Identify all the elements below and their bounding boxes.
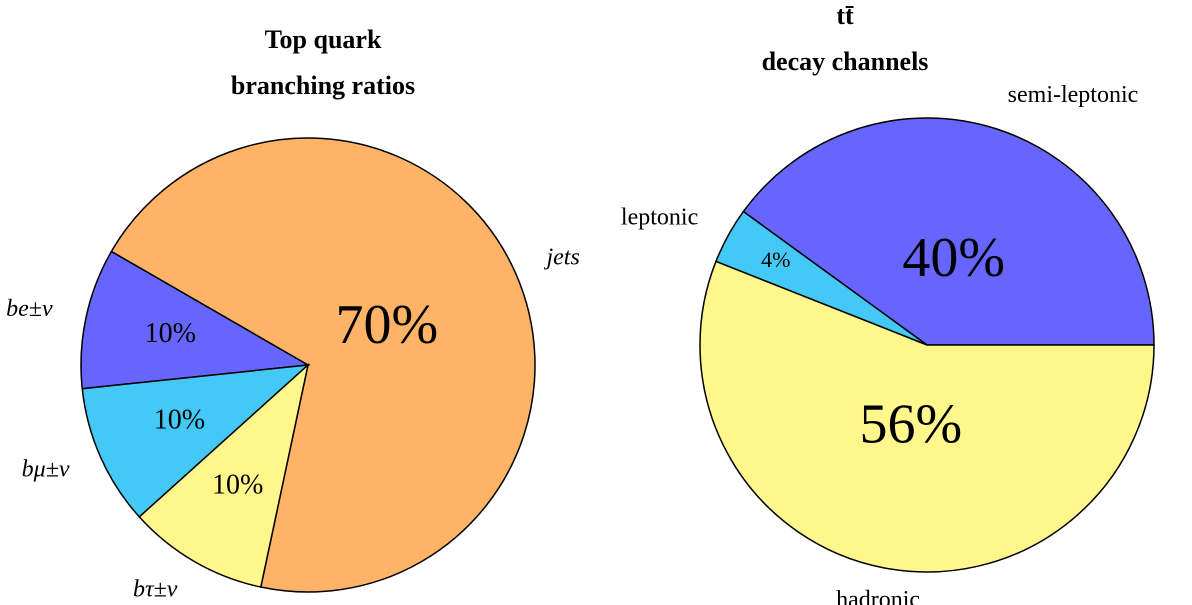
value-label: 10% bbox=[212, 469, 263, 500]
pie-slice bbox=[138, 362, 310, 588]
category-label: hadronic bbox=[836, 587, 920, 605]
value-label: 70% bbox=[335, 294, 438, 356]
category-label: jets bbox=[543, 244, 579, 270]
category-label: bμ±ν bbox=[22, 457, 70, 483]
pie-slice bbox=[742, 117, 1155, 346]
pie-slice bbox=[110, 137, 536, 593]
category-label: bτ±ν bbox=[133, 577, 178, 603]
value-label: 40% bbox=[902, 227, 1005, 289]
chart-title: Top quark bbox=[265, 25, 382, 54]
value-label: 10% bbox=[145, 318, 196, 349]
category-label: semi-leptonic bbox=[1008, 82, 1139, 108]
chart-title: branching ratios bbox=[231, 71, 415, 100]
value-label: 4% bbox=[761, 247, 790, 272]
chart-title: decay channels bbox=[762, 47, 929, 76]
pie-slice bbox=[81, 364, 311, 518]
pie-slice bbox=[699, 260, 1155, 573]
category-label: be±ν bbox=[6, 296, 53, 322]
value-label: 10% bbox=[154, 405, 205, 436]
category-label: leptonic bbox=[621, 205, 698, 231]
value-label: 56% bbox=[860, 394, 963, 456]
chart-title: tt̄ bbox=[836, 1, 854, 30]
pie-slice bbox=[80, 250, 311, 390]
